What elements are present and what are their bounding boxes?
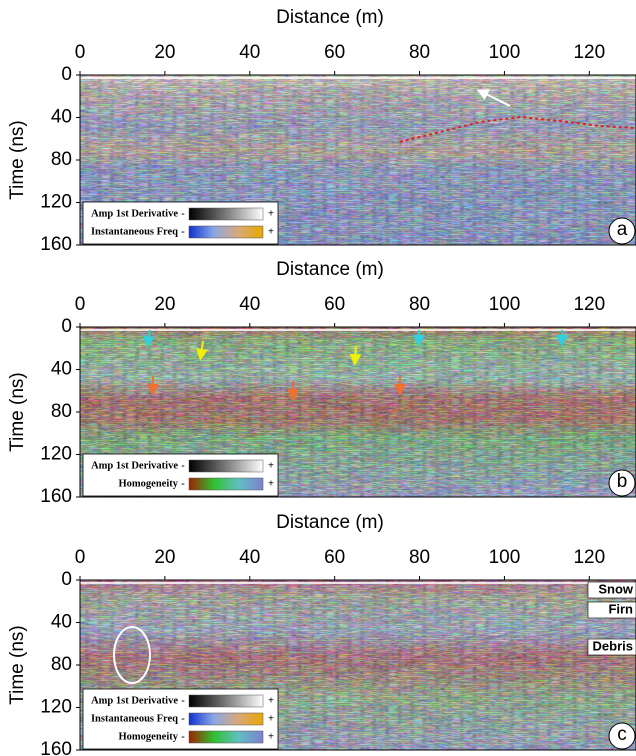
x-tick-label: 120: [573, 294, 605, 315]
panel-label-badge: [608, 722, 636, 750]
x-axis-label: Distance (m): [276, 7, 384, 28]
x-tick-label: 80: [409, 42, 430, 63]
panel-label: a: [617, 219, 628, 240]
y-tick-label: 0: [61, 64, 72, 85]
panel-label: b: [617, 471, 628, 492]
legend-label: Amp 1st Derivative: [91, 460, 178, 471]
annotation: Debris: [593, 638, 633, 653]
y-tick-label: 0: [61, 316, 72, 337]
legend-low: -: [181, 713, 185, 724]
panels: Distance (m) Time (ns) 0 20 40 60 80 100 120 0 40 8…: [7, 7, 636, 756]
legend-colorbar: [188, 694, 264, 708]
legend-colorbar: [188, 207, 264, 221]
y-axis-label: Time (ns): [7, 372, 28, 452]
legend-low: -: [181, 460, 185, 471]
y-tick-label: 120: [40, 697, 72, 718]
x-tick-label: 80: [409, 294, 430, 315]
legend-low: -: [181, 478, 185, 489]
x-tick-label: 80: [409, 547, 430, 568]
panel-label-badge: [608, 469, 636, 497]
arrow: [476, 89, 511, 107]
x-tick-label: 40: [239, 42, 260, 63]
y-tick-label: 80: [51, 149, 72, 170]
y-tick-label: 160: [40, 739, 72, 756]
legend-high: +: [268, 226, 274, 237]
legend-colorbar: [188, 712, 264, 726]
x-axis-label: Distance (m): [276, 512, 384, 533]
x-tick-label: 100: [489, 294, 521, 315]
legend-label: Amp 1st Derivative: [91, 695, 178, 706]
x-tick-label: 60: [324, 42, 345, 63]
annotation: Firn: [608, 601, 633, 616]
highlight-ellipse: [113, 626, 151, 684]
arrow: [143, 329, 155, 348]
arrow: [349, 345, 362, 366]
x-tick-label: 120: [573, 547, 605, 568]
y-tick-label: 40: [51, 107, 72, 128]
x-tick-label: 40: [239, 547, 260, 568]
x-tick-label: 60: [324, 547, 345, 568]
legend-colorbar: [188, 225, 264, 239]
y-tick-label: 0: [61, 569, 72, 590]
panel: Distance (m) Time (ns) 0 20 40 60 80 100 120 0 40 8…: [7, 7, 636, 255]
legend-label: Instantaneous Freq: [91, 713, 178, 724]
y-tick-label: 160: [40, 486, 72, 507]
panel-label-badge: [608, 217, 636, 245]
x-tick-label: 100: [489, 42, 521, 63]
arrow: [195, 340, 208, 361]
x-tick-label: 60: [324, 294, 345, 315]
x-tick-label: 20: [154, 42, 175, 63]
legend-high: +: [268, 695, 274, 706]
legend-label: Amp 1st Derivative: [91, 208, 178, 219]
y-tick-label: 80: [51, 401, 72, 422]
x-tick-label: 0: [75, 547, 86, 568]
y-axis-label: Time (ns): [7, 625, 28, 705]
annotation-box: [587, 638, 636, 656]
legend-label: Homogeneity: [119, 478, 179, 489]
y-tick-label: 40: [51, 612, 72, 633]
panel: Distance (m) Time (ns) 0 20 40 60 80 100 120 0 40 8…: [7, 259, 636, 507]
x-tick-label: 100: [489, 547, 521, 568]
x-tick-label: 120: [573, 42, 605, 63]
legend-colorbar: [188, 730, 264, 744]
panel-label: c: [617, 724, 627, 745]
annotation-box: [587, 581, 636, 599]
x-tick-label: 0: [75, 42, 86, 63]
x-tick-label: 0: [75, 294, 86, 315]
y-tick-label: 40: [51, 359, 72, 380]
legend-high: +: [268, 460, 274, 471]
reflector-trace: [399, 115, 636, 143]
x-axis-label: Distance (m): [276, 259, 384, 280]
legend-label: Instantaneous Freq: [91, 226, 178, 237]
y-tick-label: 120: [40, 192, 72, 213]
legend-low: -: [181, 226, 185, 237]
legend-label: Homogeneity: [119, 731, 179, 742]
panel: Distance (m) Time (ns) 0 20 40 60 80 100 120 0 40 8…: [7, 512, 636, 756]
x-tick-label: 20: [154, 294, 175, 315]
legend-high: +: [268, 713, 274, 724]
overlay: [113, 89, 636, 684]
legend-low: -: [181, 731, 185, 742]
y-tick-label: 80: [51, 654, 72, 675]
x-tick-label: 40: [239, 294, 260, 315]
annotation-box: [587, 601, 636, 619]
y-tick-label: 160: [40, 234, 72, 255]
legend-colorbar: [188, 477, 264, 491]
y-axis-label: Time (ns): [7, 120, 28, 200]
legend-low: -: [181, 208, 185, 219]
annotation: Snow: [598, 581, 634, 596]
legend-high: +: [268, 478, 274, 489]
y-tick-label: 120: [40, 444, 72, 465]
legend-high: +: [268, 208, 274, 219]
legend-low: -: [181, 695, 185, 706]
legend-high: +: [268, 731, 274, 742]
legend-colorbar: [188, 459, 264, 473]
x-tick-label: 20: [154, 547, 175, 568]
